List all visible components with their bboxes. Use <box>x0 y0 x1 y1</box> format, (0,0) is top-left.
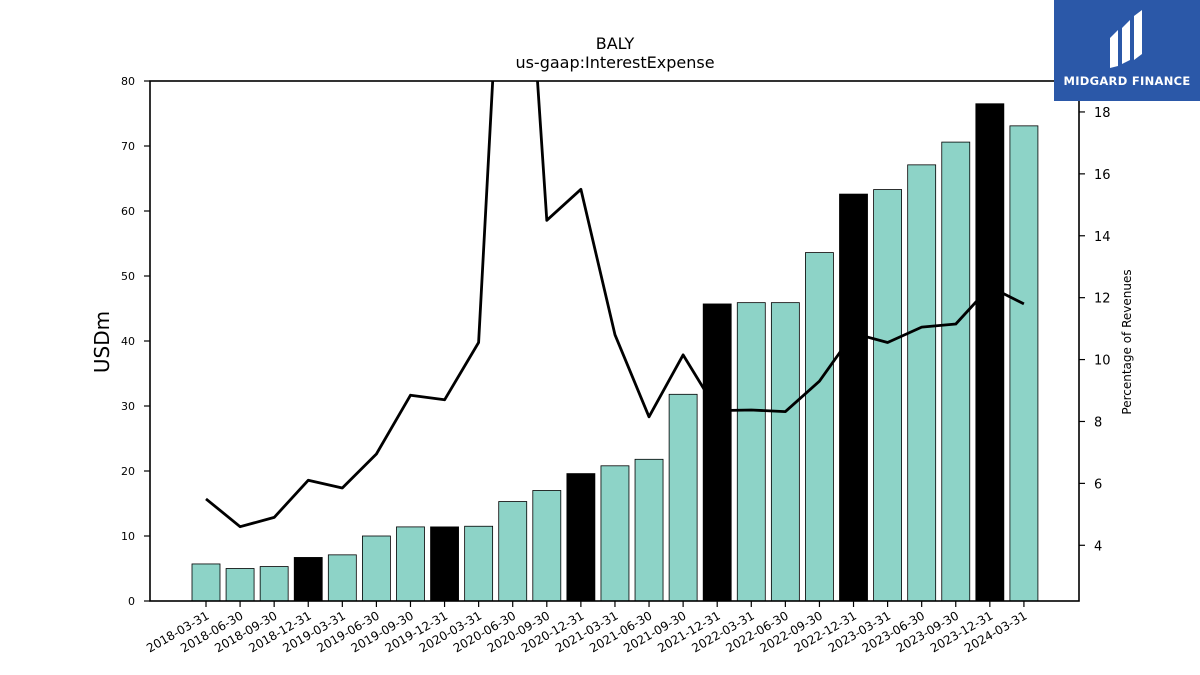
y2-tick-label: 6 <box>1094 477 1102 492</box>
brand-name: MIDGARD FINANCE <box>1063 74 1191 88</box>
bar <box>873 189 902 602</box>
y-tick-label: 40 <box>121 335 135 348</box>
y2-tick-label: 10 <box>1094 354 1111 369</box>
bar <box>941 141 971 602</box>
bar <box>702 303 732 602</box>
bar <box>225 568 255 602</box>
bar <box>532 490 562 602</box>
y-tick-label: 70 <box>121 140 135 153</box>
y-tick-label: 80 <box>121 75 135 88</box>
bar <box>327 554 357 602</box>
bar <box>430 526 459 602</box>
bar <box>498 501 528 602</box>
bar <box>907 164 937 602</box>
y-tick-label: 0 <box>128 595 135 608</box>
percentage-line <box>205 81 1025 529</box>
bar <box>1009 125 1039 602</box>
bar <box>668 393 698 602</box>
y2-axis-label: Percentage of Revenues <box>1120 269 1134 414</box>
midgard-logo-icon <box>1110 10 1142 68</box>
y2-tick-label: 18 <box>1094 106 1111 121</box>
brand-logo: MIDGARD FINANCE <box>1054 0 1200 101</box>
bar <box>259 566 289 602</box>
bar <box>464 525 494 602</box>
bar <box>293 557 323 602</box>
chart-subtitle: us-gaap:InterestExpense <box>515 53 714 72</box>
y-tick-label: 20 <box>121 465 135 478</box>
bar <box>805 252 834 602</box>
bar-series <box>191 103 1039 602</box>
bar <box>770 302 800 602</box>
y2-tick-label: 14 <box>1094 230 1111 245</box>
y2-tick-label: 8 <box>1094 415 1102 430</box>
y-tick-label: 30 <box>121 400 135 413</box>
line-series <box>205 81 1025 529</box>
y-tick-label: 60 <box>121 205 135 218</box>
y-tick-label: 50 <box>121 270 135 283</box>
bar <box>634 458 664 602</box>
y2-tick-label: 16 <box>1094 168 1111 183</box>
bar <box>191 563 221 602</box>
y-tick-label: 10 <box>121 530 135 543</box>
bar <box>600 465 630 602</box>
y2-tick-label: 4 <box>1094 539 1102 554</box>
bar <box>839 193 868 602</box>
bar <box>361 535 391 602</box>
bar <box>736 302 766 602</box>
y-axis-label: USDm <box>90 311 114 373</box>
bar <box>975 103 1005 602</box>
bar <box>396 526 425 602</box>
y2-tick-label: 12 <box>1094 292 1111 307</box>
bar <box>566 473 596 602</box>
chart-title: BALY <box>596 34 635 53</box>
